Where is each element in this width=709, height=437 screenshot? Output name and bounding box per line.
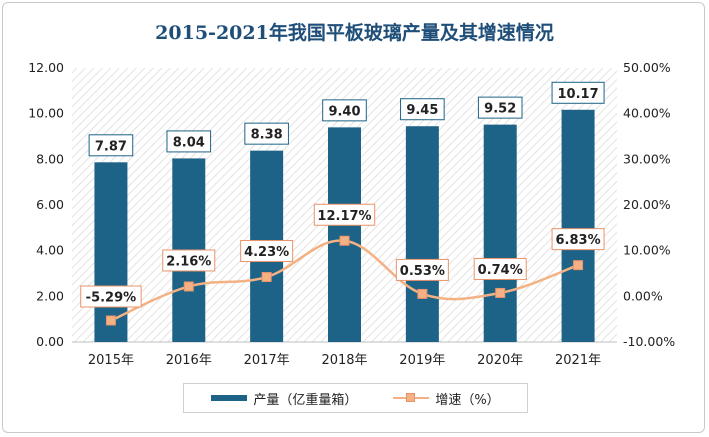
bar (561, 109, 595, 342)
bar-data-label: 9.52 (484, 102, 516, 117)
y-left-tick-label: 4.00 (36, 243, 64, 258)
y-right-tick-label: 30.00% (623, 151, 671, 166)
bar-data-label-box (166, 130, 212, 153)
growth-data-label-box (313, 203, 376, 226)
x-tick-label: 2021年 (555, 353, 601, 368)
growth-data-label-box (240, 240, 294, 263)
bar-data-label: 10.17 (558, 87, 599, 102)
growth-point (495, 287, 506, 298)
legend-item-production: 产量（亿重量箱） (211, 389, 357, 408)
growth-data-label-box (473, 257, 527, 280)
growth-point (417, 288, 428, 299)
chart-title: 2015-2021年我国平板玻璃产量及其增速情况 (155, 22, 554, 44)
growth-data-label-box (80, 285, 142, 308)
x-tick-label: 2020年 (477, 353, 523, 368)
legend-item-growth: 增速（%） (393, 389, 500, 408)
bar-data-label: 8.38 (251, 128, 283, 143)
bar (405, 126, 439, 342)
x-tick-label: 2019年 (399, 353, 445, 368)
legend-bar-swatch (211, 395, 248, 401)
y-right-tick-label: 20.00% (623, 197, 671, 212)
y-right-tick-label: 40.00% (623, 106, 671, 121)
y-left-tick-label: 10.00 (28, 106, 64, 121)
bar-data-label: 7.87 (95, 139, 127, 154)
growth-point (573, 260, 584, 271)
x-tick-label: 2016年 (166, 353, 212, 368)
y-right-tick-label: 50.00% (623, 60, 671, 75)
y-right-tick-label: -10.00% (623, 334, 675, 349)
y-right-tick-label: 10.00% (623, 243, 671, 258)
growth-point (105, 315, 116, 326)
growth-data-label: -5.29% (86, 290, 137, 305)
bar-data-label: 9.45 (406, 103, 438, 118)
growth-point (261, 272, 272, 283)
x-tick-label: 2018年 (321, 353, 367, 368)
bar-data-label-box (551, 81, 605, 104)
legend: 产量（亿重量箱） 增速（%） (183, 383, 528, 413)
bar-data-label-box (477, 96, 523, 119)
bar (94, 162, 128, 342)
bar-data-label-box (244, 122, 289, 145)
y-left-tick-label: 8.00 (36, 151, 64, 166)
y-left-tick-label: 12.00 (28, 60, 64, 75)
growth-data-label-box (551, 228, 605, 251)
bar-data-label-box (88, 134, 134, 157)
growth-data-label: 6.83% (556, 233, 601, 248)
y-right-tick-label: 0.00% (623, 288, 663, 303)
growth-data-label: 4.23% (244, 245, 289, 260)
growth-data-label: 12.17% (317, 209, 371, 224)
growth-data-label: 0.53% (400, 264, 445, 279)
bar (328, 127, 361, 342)
y-left-tick-label: 6.00 (36, 197, 64, 212)
bar-data-label-box (400, 98, 445, 121)
y-left-tick-label: 2.00 (36, 288, 64, 303)
growth-data-label-box (395, 258, 449, 281)
growth-data-label: 0.74% (478, 263, 523, 278)
legend-label-growth: 增速（%） (435, 392, 500, 408)
growth-data-label: 2.16% (166, 254, 211, 269)
growth-point (183, 281, 194, 292)
growth-point (339, 235, 350, 246)
bar (483, 124, 517, 342)
growth-data-label-box (162, 249, 216, 272)
bar-data-label: 9.40 (328, 104, 360, 119)
x-tick-label: 2015年 (88, 353, 134, 368)
legend-label-production: 产量（亿重量箱） (253, 392, 358, 408)
legend-line-swatch (393, 392, 430, 404)
x-tick-label: 2017年 (244, 353, 290, 368)
bar-data-label-box (322, 99, 367, 122)
bar-data-label: 8.04 (173, 135, 205, 150)
y-left-tick-label: 0.00 (36, 334, 64, 349)
